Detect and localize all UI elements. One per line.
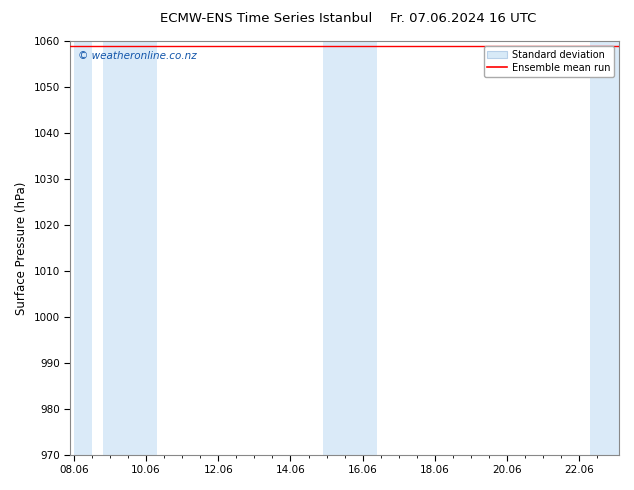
Text: Fr. 07.06.2024 16 UTC: Fr. 07.06.2024 16 UTC (390, 12, 536, 25)
Y-axis label: Surface Pressure (hPa): Surface Pressure (hPa) (15, 181, 28, 315)
Bar (74, 41, 92, 455)
Text: © weatheronline.co.nz: © weatheronline.co.nz (79, 51, 197, 61)
Text: ECMW-ENS Time Series Istanbul: ECMW-ENS Time Series Istanbul (160, 12, 372, 25)
Legend: Standard deviation, Ensemble mean run: Standard deviation, Ensemble mean run (484, 46, 614, 76)
Bar (590, 41, 619, 455)
Bar (323, 41, 377, 455)
Bar (103, 41, 157, 455)
